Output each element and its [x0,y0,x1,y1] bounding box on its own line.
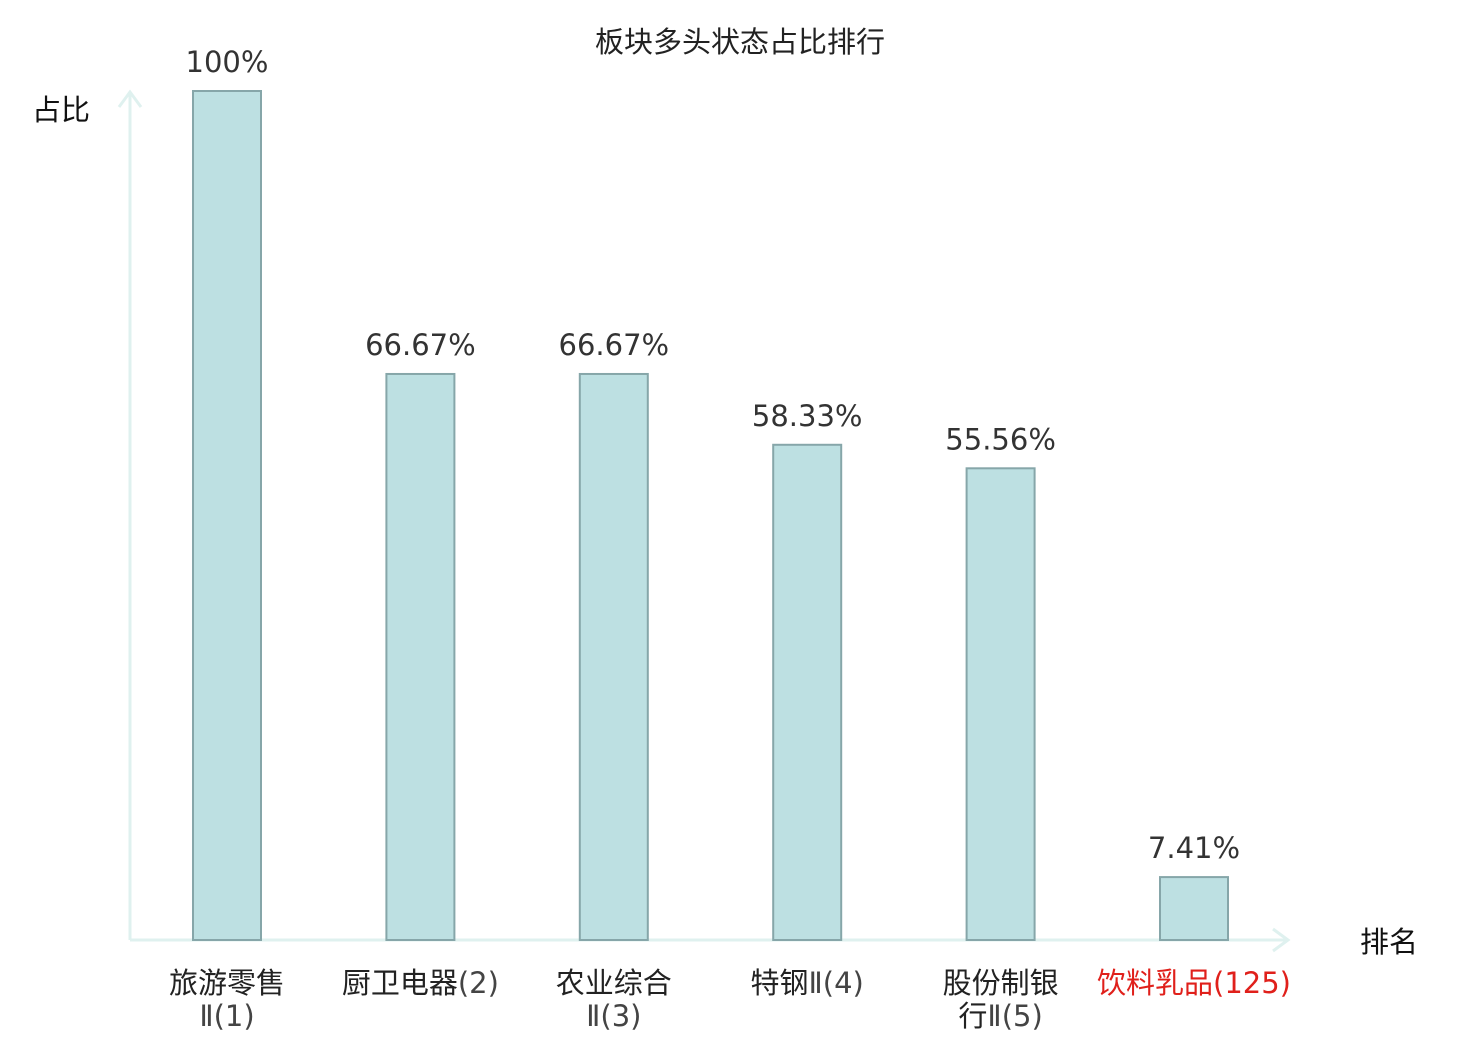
bars-group [192,90,1229,942]
value-label-6: 7.41% [1148,831,1240,865]
category-rank: Ⅱ(4) [809,966,864,1000]
value-label-4: 58.33% [752,399,863,433]
category-name: 旅游零售 [169,966,285,1000]
bar-6 [1159,876,1229,942]
category-name: 行 [958,999,987,1033]
category-name: 股份制银 [943,966,1059,1000]
y-axis-label: 占比 [32,93,90,127]
x-axis [130,927,1291,953]
category-rank: Ⅱ(5) [987,999,1042,1033]
category-name: 厨卫电器 [342,966,458,1000]
category-name: 饮料乳品 [1097,966,1213,1000]
category-label-5-line-2: 行Ⅱ(5) [958,999,1042,1033]
bar-1 [192,90,262,941]
bar-2 [385,372,456,942]
category-rank: Ⅱ(3) [586,999,641,1033]
category-name: 特钢 [751,966,809,1000]
category-name: 农业综合 [556,966,672,1000]
chart-title: 板块多头状态占比排行 [595,25,885,59]
category-label-6-line-1: 饮料乳品(125) [1097,966,1291,1000]
bar-5 [965,467,1036,941]
category-rank: (125) [1213,966,1291,1000]
value-label-3: 66.67% [559,328,670,362]
category-label-4-line-1: 特钢Ⅱ(4) [751,966,864,1000]
bar-4 [772,443,843,941]
value-label-2: 66.67% [365,328,476,362]
category-label-2-line-1: 厨卫电器(2) [342,966,499,1000]
y-axis [117,89,143,940]
value-label-5: 55.56% [945,422,1056,456]
category-label-1-line-1: 旅游零售 [169,966,285,1000]
category-label-3-line-1: 农业综合 [556,966,672,1000]
category-rank: (2) [458,966,499,1000]
category-label-5-line-1: 股份制银 [943,966,1059,1000]
x-axis-label: 排名 [1360,925,1418,959]
bar-3 [578,372,649,942]
category-rank: Ⅱ(1) [199,999,254,1033]
category-label-3-line-2: Ⅱ(3) [586,999,641,1033]
value-label-1: 100% [186,45,269,79]
value-labels-group: 100% 66.67% 66.67% 58.33% 55.56% 7.41% [186,45,1241,865]
category-label-1-line-2: Ⅱ(1) [199,999,254,1033]
